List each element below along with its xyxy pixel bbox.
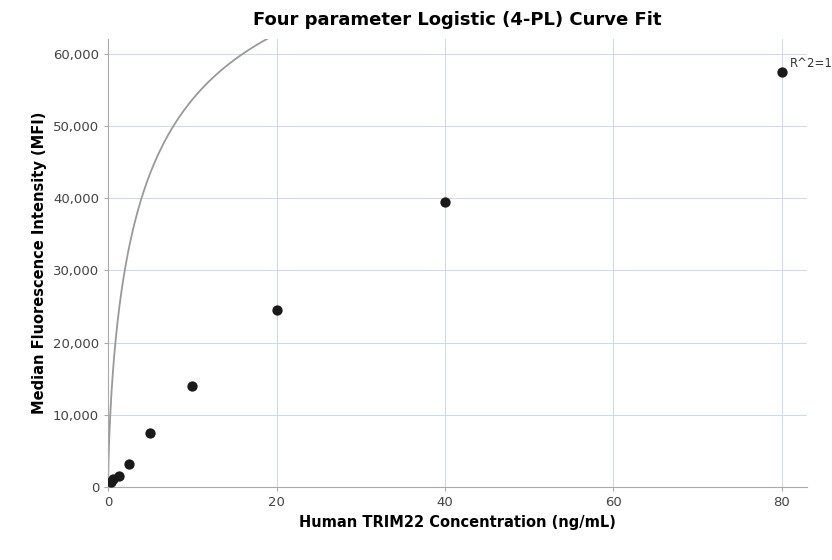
Point [122,460,136,469]
Point [106,475,120,484]
Y-axis label: Median Fluorescence Intensity (MFI): Median Fluorescence Intensity (MFI) [32,112,47,414]
Point [144,428,157,437]
Text: R^2=1: R^2=1 [790,57,832,70]
X-axis label: Human TRIM22 Concentration (ng/mL): Human TRIM22 Concentration (ng/mL) [300,515,616,530]
Point [775,67,789,76]
Point [104,478,117,487]
Title: Four parameter Logistic (4-PL) Curve Fit: Four parameter Logistic (4-PL) Curve Fit [254,11,661,29]
Point [112,471,126,480]
Point [186,381,199,390]
Point [438,197,452,206]
Point [270,306,283,315]
